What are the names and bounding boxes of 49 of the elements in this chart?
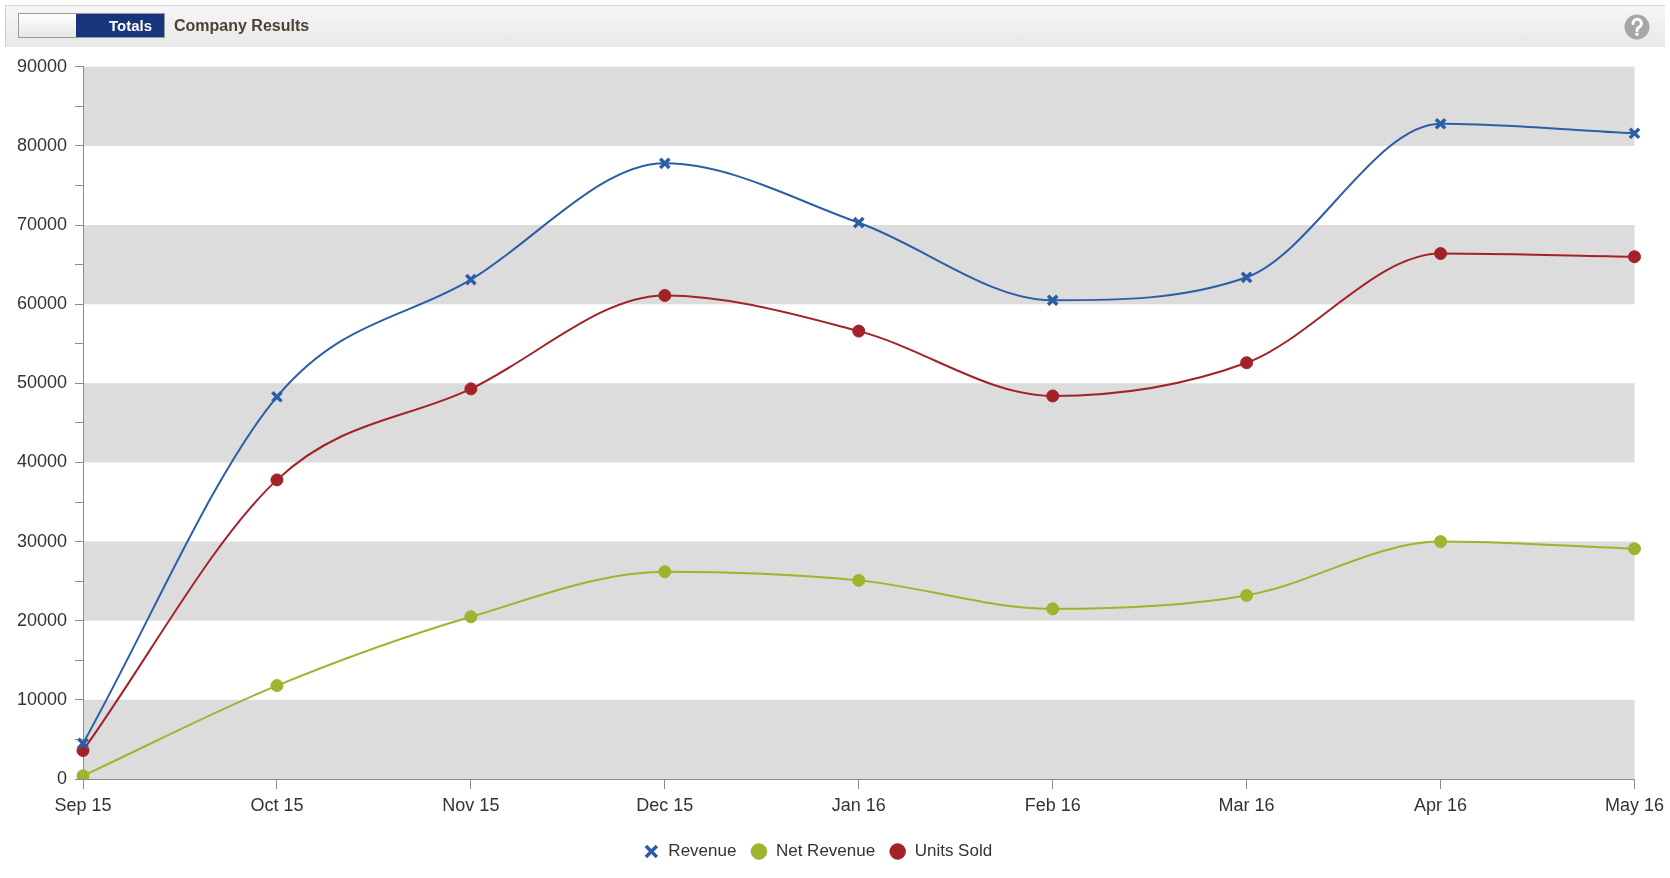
point xyxy=(852,216,866,230)
x-tick-label: Jan 16 xyxy=(831,794,886,815)
x-tick-label: Nov 15 xyxy=(442,794,500,815)
point xyxy=(852,573,866,587)
y-tick-label: 50000 xyxy=(16,372,67,393)
point xyxy=(1240,588,1254,602)
point xyxy=(1046,602,1060,616)
point xyxy=(658,565,672,579)
point xyxy=(1434,247,1448,261)
point xyxy=(1627,542,1641,556)
point xyxy=(1434,117,1447,131)
x-tick-label: Apr 16 xyxy=(1414,794,1468,815)
point xyxy=(658,157,672,170)
point xyxy=(464,382,478,396)
point xyxy=(1046,389,1060,403)
point xyxy=(270,473,284,487)
point xyxy=(852,324,866,338)
y-tick-label: 10000 xyxy=(16,688,67,709)
legend-label: Units Sold xyxy=(914,841,993,861)
point xyxy=(1240,270,1253,284)
y-tick-label: 0 xyxy=(56,767,67,788)
point xyxy=(658,289,672,302)
legend-label: Net Revenue xyxy=(775,841,876,861)
x-tick-label: May 16 xyxy=(1604,794,1664,815)
chart-title: Company Results xyxy=(174,16,310,36)
text: Totals xyxy=(76,14,164,37)
point xyxy=(1046,293,1060,307)
point xyxy=(1628,126,1641,140)
y-tick-label: 30000 xyxy=(16,530,67,551)
x-tick-label: Sep 15 xyxy=(54,794,112,815)
point xyxy=(464,273,478,287)
point xyxy=(270,390,284,404)
point xyxy=(1627,250,1641,264)
y-tick-label: 90000 xyxy=(16,55,67,76)
y-tick-label: 40000 xyxy=(16,451,67,472)
y-tick-label: 80000 xyxy=(16,134,67,155)
x-tick-label: Dec 15 xyxy=(636,794,694,815)
x-tick-label: Mar 16 xyxy=(1218,794,1275,815)
point xyxy=(464,610,478,624)
x-tick-label: Oct 15 xyxy=(250,794,304,815)
point xyxy=(270,679,284,693)
x-tick-label: Feb 16 xyxy=(1024,794,1081,815)
point xyxy=(76,737,90,750)
legend-label: Revenue xyxy=(668,841,737,861)
point xyxy=(1434,535,1448,549)
point xyxy=(1240,356,1254,370)
y-tick-label: 20000 xyxy=(16,609,67,630)
y-tick-label: 70000 xyxy=(16,214,67,235)
y-tick-label: 60000 xyxy=(16,293,67,314)
